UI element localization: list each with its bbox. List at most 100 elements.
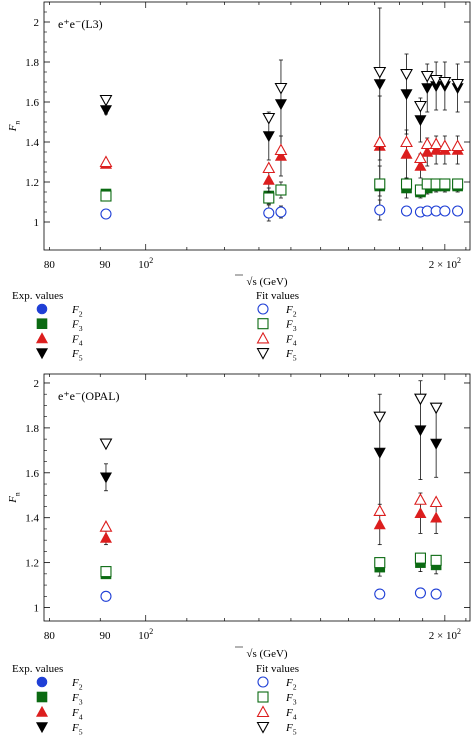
fit-point-f4: [420, 137, 434, 150]
fit-point-f2: [100, 590, 112, 602]
data-points: [99, 7, 465, 222]
exp-point-f4: [99, 531, 112, 543]
legend-fit-title: Fit values: [256, 663, 299, 675]
exp-point-f4: [430, 143, 443, 155]
legend-fit-label-f3-main: F: [285, 692, 293, 704]
exp-point-f4: [274, 149, 287, 161]
legend-fit-label-f2: F2: [285, 677, 297, 691]
fit-point-f5: [373, 66, 387, 79]
y-axis-label: Fn: [7, 492, 21, 504]
exp-point-f4: [414, 159, 427, 171]
fit-point-f3: [439, 178, 451, 190]
legend-exp-marker-f5: [35, 722, 49, 734]
exp-point-f5: [373, 447, 386, 459]
y-tick-label: 1.2: [25, 177, 39, 189]
legend-exp-label-f4: F4: [71, 707, 83, 721]
exp-point-f4: [400, 147, 413, 159]
fit-point-f4: [451, 139, 465, 152]
x-tick-label-base: 80: [44, 630, 56, 642]
fit-point-f3: [452, 178, 464, 190]
exp-point-f5: [400, 89, 413, 101]
fit-point-f4: [274, 143, 288, 156]
x-tick-label: 80: [44, 630, 56, 642]
exp-point-f4: [414, 507, 427, 519]
exp-point-f5: [414, 115, 427, 127]
legend-exp-label-f4: F4: [71, 333, 83, 347]
panel-annotation: e⁺e⁻(OPAL): [58, 389, 120, 403]
legend-exp-marker-f2: [36, 303, 48, 315]
legend-exp-marker-f3: [36, 318, 48, 330]
fit-point-f5: [414, 100, 427, 113]
x-axis-label: √s (GeV): [246, 276, 288, 288]
legend-exp-marker-f3: [36, 691, 48, 703]
y-axis-label-group: Fn: [7, 121, 21, 133]
legend-fit-label-f2: F2: [285, 304, 297, 318]
x-tick-label-sup: 2: [457, 256, 461, 265]
fit-point-f4: [373, 135, 387, 148]
fit-point-f3: [374, 178, 386, 190]
fit-point-f2: [430, 588, 442, 600]
legend-exp-label-f4-sub: 4: [79, 339, 83, 348]
legend-fit-label-f3: F3: [285, 692, 297, 706]
legend-fit-marker-f5: [256, 721, 270, 734]
fit-point-f2: [275, 206, 287, 218]
y-tick-label: 1.8: [25, 57, 39, 69]
y-tick-label: 1.8: [25, 423, 39, 435]
legend-fit-label-f4-sub: 4: [293, 712, 297, 721]
fit-point-f5: [99, 438, 113, 451]
legend-fit-label-f4-main: F: [285, 707, 293, 719]
fit-point-f2: [374, 588, 386, 600]
legend-exp-label-f5: F5: [71, 348, 83, 362]
legend-fit-label-f2-main: F: [285, 304, 293, 316]
fit-point-f2: [414, 587, 426, 599]
fit-point-f2: [100, 208, 112, 220]
x-tick-label-base: 80: [44, 259, 56, 271]
fit-point-f2: [452, 205, 464, 217]
y-axis-label-main: F: [7, 124, 19, 132]
legend-fit-marker-f4: [256, 331, 270, 344]
legend-fit-label-f5-main: F: [285, 348, 293, 360]
y-tick-label: 1: [34, 217, 40, 229]
exp-point-f4: [430, 511, 443, 523]
fit-point-f4: [99, 155, 113, 168]
fit-point-f4: [414, 493, 427, 505]
legend-exp-label-f3: F3: [71, 319, 83, 333]
y-tick-label: 1.2: [25, 558, 39, 570]
x-tick-label: 2 × 102: [429, 256, 461, 271]
exp-point-f5: [373, 79, 386, 91]
y-tick-label: 1.4: [25, 513, 39, 525]
fit-point-f5: [414, 393, 427, 406]
x-tick-label: 80: [44, 259, 56, 271]
fit-point-f3: [374, 557, 386, 569]
fit-point-f5: [451, 78, 465, 91]
fit-point-f3: [414, 184, 426, 196]
legend-fit-title: Fit values: [256, 290, 299, 302]
fit-point-f5: [429, 74, 443, 87]
x-tick-label-sup: 2: [149, 256, 153, 265]
x-tick-label-base: 2 × 10: [429, 630, 458, 642]
fit-point-f2: [374, 204, 386, 216]
exp-point-f5: [99, 105, 112, 117]
legend-exp-marker-f5: [35, 348, 49, 360]
y-tick-label: 1.4: [25, 137, 39, 149]
x-tick-label-base: 10: [138, 630, 150, 642]
exp-point-f5: [414, 425, 427, 437]
data-points: [99, 380, 443, 602]
y-tick-label: 2: [34, 17, 40, 29]
fit-point-f4: [373, 504, 387, 517]
fit-point-f2: [263, 207, 275, 219]
exp-point-f5: [421, 83, 434, 95]
fit-point-f4: [99, 520, 113, 532]
exp-point-f5: [274, 99, 287, 111]
x-tick-label: 102: [138, 256, 153, 271]
fit-point-f2: [400, 205, 413, 217]
legend-exp-label-f5-main: F: [71, 722, 79, 734]
fit-point-f5: [420, 70, 434, 83]
legend-fit-label-f3: F3: [285, 319, 297, 333]
legend-exp-label-f4-main: F: [71, 707, 79, 719]
fit-point-f5: [99, 94, 113, 107]
fit-point-f4: [438, 139, 452, 152]
exp-point-f4: [421, 145, 434, 157]
legend-fit-marker-f3: [257, 691, 269, 703]
